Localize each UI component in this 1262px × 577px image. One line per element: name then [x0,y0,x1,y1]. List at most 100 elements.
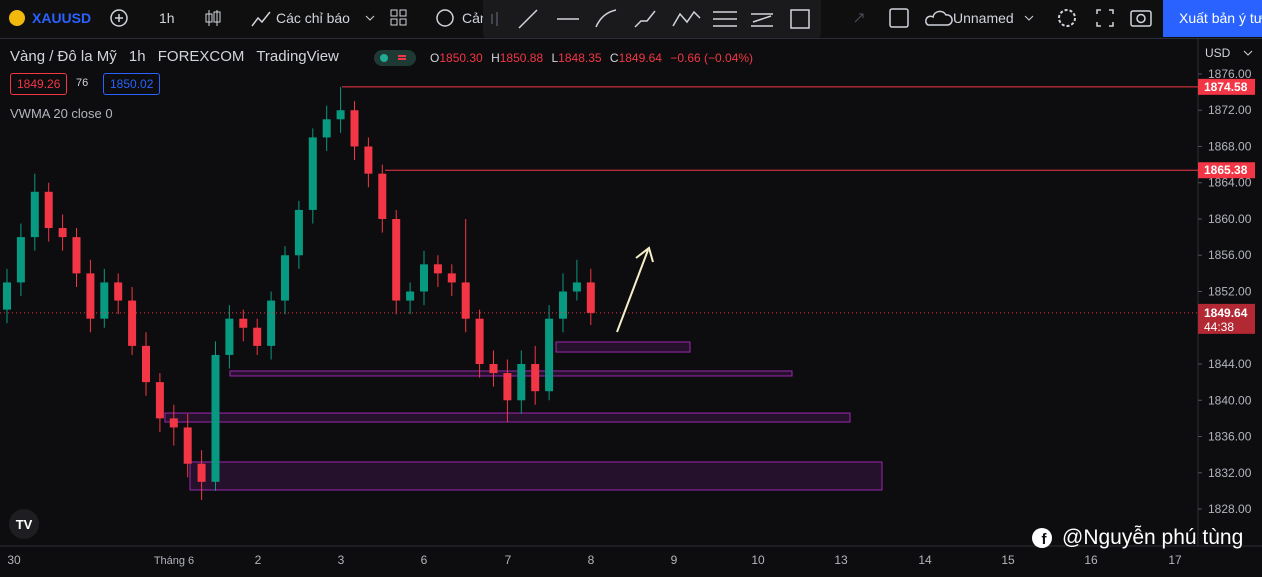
candle-body [406,291,415,301]
screenshot-lens [1136,13,1146,24]
fb-icon [1032,528,1052,548]
zone [555,341,691,353]
level-label: 1865.38 [1204,163,1248,177]
x-tick-label: Tháng 6 [154,555,194,567]
path-tool[interactable] [634,10,656,28]
candle-body [308,137,317,210]
spread: 76 [76,77,89,89]
indicators-chevron[interactable] [365,15,375,21]
alert-icon[interactable] [436,9,454,27]
arrow-head [635,246,654,263]
open-value: 1850.30 [439,51,483,65]
x-tick-label: 7 [505,553,512,567]
x-tick-label: 16 [1084,553,1098,567]
x-tick-label: 17 [1168,553,1182,567]
level-label-bg [1198,78,1255,95]
indicators-icon[interactable] [251,11,271,27]
y-tick-label: 1860.00 [1208,212,1252,226]
curve-tool[interactable] [595,9,617,28]
candle-body [58,228,67,238]
chart-type-candle [205,13,213,23]
fib-tool[interactable] [713,11,737,27]
add-symbol-button[interactable] [110,9,128,27]
candle-body [16,237,25,283]
redo-button[interactable] [854,13,864,23]
drawing-toolbar [483,0,821,38]
tv-logo-text: TV [16,517,33,532]
alerts-button[interactable]: Cản [462,10,488,26]
buy-button[interactable]: 1850.02 [103,73,161,95]
marks: 1876.00 1872.00 1868.00 1864.00 1860.00 1856.… [0,67,1255,567]
candle-body [3,282,11,310]
candle-body [239,318,248,328]
source: TradingView [256,48,339,65]
close-label: C [609,51,619,65]
x-tick-label: 8 [588,553,595,567]
indicators-button[interactable]: Các chỉ báo [276,10,350,26]
status-bars [398,55,406,60]
y-tick-label: 1864.00 [1208,176,1252,190]
x-tick-label: 3 [338,553,345,567]
open-label: O [430,51,440,65]
layout-name[interactable]: Unnamed [953,10,1014,26]
trend-line-tool[interactable] [518,9,538,29]
candle-body [364,146,373,174]
candle-body [392,218,401,301]
currency: USD [1205,46,1231,60]
publish-button[interactable]: Xuất bản ý tư [1163,0,1262,37]
currency-chevron [1243,50,1253,56]
y-tick-label: 1836.00 [1208,430,1252,444]
rectangle-tool[interactable] [790,9,810,29]
candle-body [447,273,456,283]
candle-body [322,119,331,138]
candle-body [267,300,276,346]
x-tick-label: 15 [1001,553,1015,567]
high-label: H [491,51,500,65]
current-price-bg [1198,303,1255,334]
candle-body [531,364,540,392]
y-tick-label: 1840.00 [1208,393,1252,407]
candle-body [433,264,442,274]
settings-button[interactable] [1058,9,1076,27]
candle-body [489,364,498,374]
symbol[interactable]: XAUUSD [32,10,92,26]
y-tick-label: 1876.00 [1208,67,1252,81]
layout-chevron[interactable] [1024,15,1034,21]
quick-search-button[interactable] [889,8,909,28]
candle-body [517,364,526,401]
add-symbol-plus [115,14,123,22]
drag-handle[interactable] [491,12,498,26]
pattern-tool[interactable] [672,10,701,27]
channel-tool[interactable] [751,13,773,27]
current-price-label: 1849.64 [1204,306,1248,320]
fullscreen-button[interactable] [1096,9,1114,27]
candle-body [253,327,262,346]
close-value: 1849.64 [618,51,662,65]
cloud-icon[interactable] [925,10,953,26]
candle-body [586,282,595,313]
chart-type-button[interactable] [208,10,218,26]
candle-body [572,282,581,292]
candle-body [86,273,95,319]
legend: Vàng / Đô la Mỹ 1h FOREXCOM TradingView [10,48,347,65]
x-tick-label: 30 [7,553,21,567]
candle-body [475,318,484,365]
interval[interactable]: 1h [159,10,175,26]
watermark: @Nguyễn phú tùng [1062,526,1243,549]
candle-body [559,291,567,319]
candle-body [545,318,554,392]
layout-button[interactable] [390,9,407,26]
x-tick-label: 14 [918,553,932,567]
candle-body [378,173,387,219]
candle-body [281,255,289,301]
candle-body [211,354,220,482]
toolbar-icons [9,8,1152,28]
market-status[interactable] [374,50,416,66]
screenshot-button[interactable] [1130,10,1152,27]
y-tick-label: 1856.00 [1208,248,1252,262]
sell-button[interactable]: 1849.26 [10,73,68,95]
y-tick-label: 1872.00 [1208,103,1252,117]
candle-body [128,300,137,346]
